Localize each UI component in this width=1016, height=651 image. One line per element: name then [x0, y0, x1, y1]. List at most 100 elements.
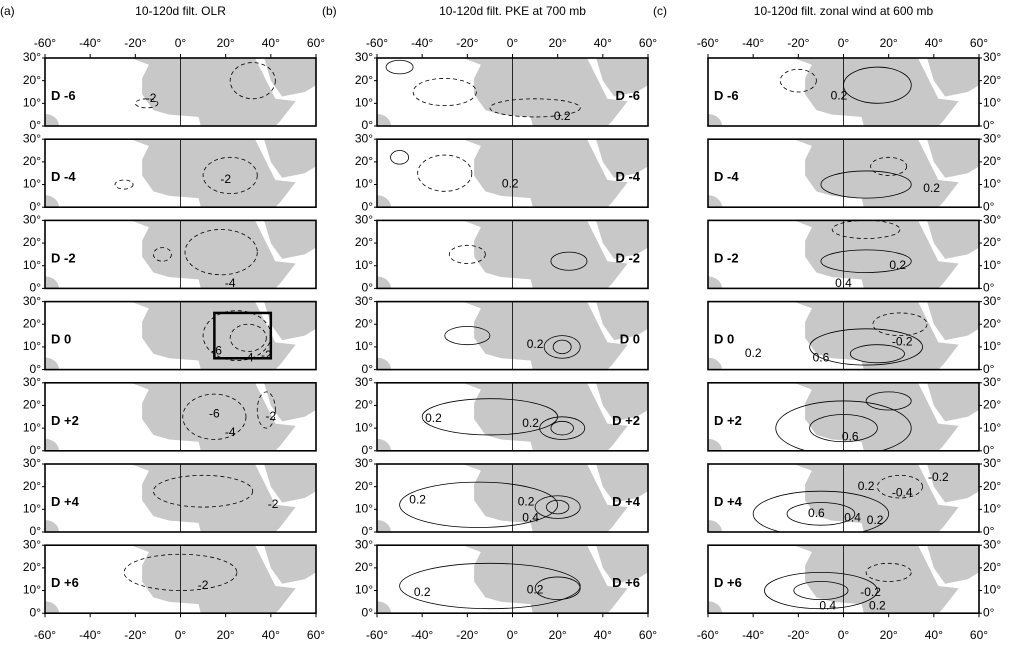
day-label: D +2 [612, 413, 640, 428]
lat-tick-label: 10° [23, 583, 41, 597]
land [462, 139, 628, 208]
map-content: -2 [45, 545, 316, 614]
lat-tick-label: 20° [23, 316, 41, 330]
land [462, 382, 628, 451]
contour [489, 98, 581, 118]
land [927, 58, 979, 97]
map-box: 0.2 0.4 D -2 0° 10° 20° 30° [707, 213, 1001, 295]
lon-tick-label: 0° [507, 628, 519, 642]
contour [256, 391, 276, 429]
lon-tick-label: -40° [411, 628, 433, 642]
land [264, 545, 316, 584]
land [596, 382, 648, 422]
lon-tick-label: -60° [34, 628, 56, 642]
land [462, 220, 628, 289]
land [462, 58, 628, 126]
contour [399, 481, 559, 528]
contour [114, 179, 134, 190]
lat-tick-label: 0° [30, 199, 42, 213]
lat-tick-label: 20° [23, 154, 41, 168]
map-frame [707, 219, 980, 290]
contour-label: 0.2 [527, 583, 544, 597]
land [927, 301, 979, 341]
lat-tick-label: 0° [362, 362, 374, 376]
lat-tick-label: 20° [23, 560, 41, 574]
map-box: 0.2 0.6 -0.2 D 0 0° 10° 20° 30° [707, 294, 1001, 376]
lon-tick-label: 60° [970, 628, 988, 642]
map-frame [376, 138, 649, 208]
contour [764, 571, 878, 610]
map-box: -6 -4 -2 D +2 0° 10° 20° 30° [23, 375, 317, 457]
lon-tick-label: 0° [175, 36, 187, 50]
day-label: D -4 [714, 169, 739, 184]
lat-tick-label: 30° [23, 213, 41, 227]
lon-tick-label: 40° [594, 36, 612, 50]
map-box: -2 D +4 0° 10° 20° 30° [23, 456, 317, 538]
land [708, 114, 722, 126]
lat-tick-label: 0° [983, 118, 995, 132]
contour-label: -2 [220, 172, 231, 186]
contour [152, 247, 172, 262]
lon-tick-label: 20° [549, 628, 567, 642]
day-label: D -2 [51, 250, 76, 265]
lat-tick-label: 30° [983, 294, 1001, 308]
land [45, 357, 59, 370]
land [708, 520, 722, 532]
land [708, 438, 722, 451]
contour [390, 150, 410, 165]
contour-label: 0.2 [425, 411, 442, 425]
contour [865, 562, 912, 582]
day-label: D +4 [714, 494, 743, 509]
land [793, 301, 959, 370]
contour-label: -6 [209, 407, 220, 421]
land [462, 301, 628, 370]
contour [182, 393, 247, 440]
map-content: 0.2 0.2 [377, 382, 648, 451]
lon-tick-label: 20° [880, 628, 898, 642]
map-box: 0.2 0.2 0.4 D +4 0° 10° 20° 30° [355, 456, 649, 538]
land [927, 139, 979, 178]
map-box: -4 D -2 0° 10° 20° 30° [23, 213, 317, 295]
day-label: D -6 [51, 88, 76, 103]
land [45, 601, 59, 614]
lon-tick-label: 60° [970, 36, 988, 50]
map-content: -4 [45, 220, 316, 290]
contour-label: -6 [211, 344, 222, 358]
lat-tick-label: 20° [983, 398, 1001, 412]
lat-tick-label: 10° [983, 339, 1001, 353]
land [927, 545, 979, 584]
contour-label: -0.2 [928, 470, 949, 484]
lat-tick-label: 0° [362, 524, 374, 538]
contour-label: -4 [225, 276, 236, 290]
contour [843, 66, 912, 104]
land [264, 301, 316, 341]
lon-tick-label: -60° [697, 628, 719, 642]
contour-label: 0.2 [409, 492, 426, 506]
map-content: -2 [45, 464, 316, 532]
panel-label: (a) [0, 4, 15, 18]
land [927, 464, 979, 503]
lat-tick-label: 20° [983, 560, 1001, 574]
lon-tick-label: 0° [838, 628, 850, 642]
land [596, 464, 648, 503]
map-content: 0.6 [708, 382, 979, 451]
lat-tick-label: 10° [983, 420, 1001, 434]
contour-label: -0.2 [892, 335, 913, 349]
land [596, 301, 648, 341]
contour [534, 495, 581, 519]
day-label: D +2 [51, 413, 79, 428]
lat-tick-label: 30° [23, 131, 41, 145]
lon-tick-label: -60° [366, 36, 388, 50]
lat-tick-label: 30° [355, 50, 373, 64]
contour-label: -2 [268, 497, 279, 511]
map-frame [44, 219, 317, 290]
map-content: 0.2 [708, 139, 979, 208]
lat-tick-label: 30° [983, 456, 1001, 470]
map-content: 0.2 [377, 139, 648, 208]
contour [779, 68, 817, 93]
contour [831, 220, 901, 239]
map-box: 0.6 D +2 0° 10° 20° 30° [707, 375, 1001, 457]
land [45, 438, 59, 451]
lat-tick-label: 20° [983, 479, 1001, 493]
